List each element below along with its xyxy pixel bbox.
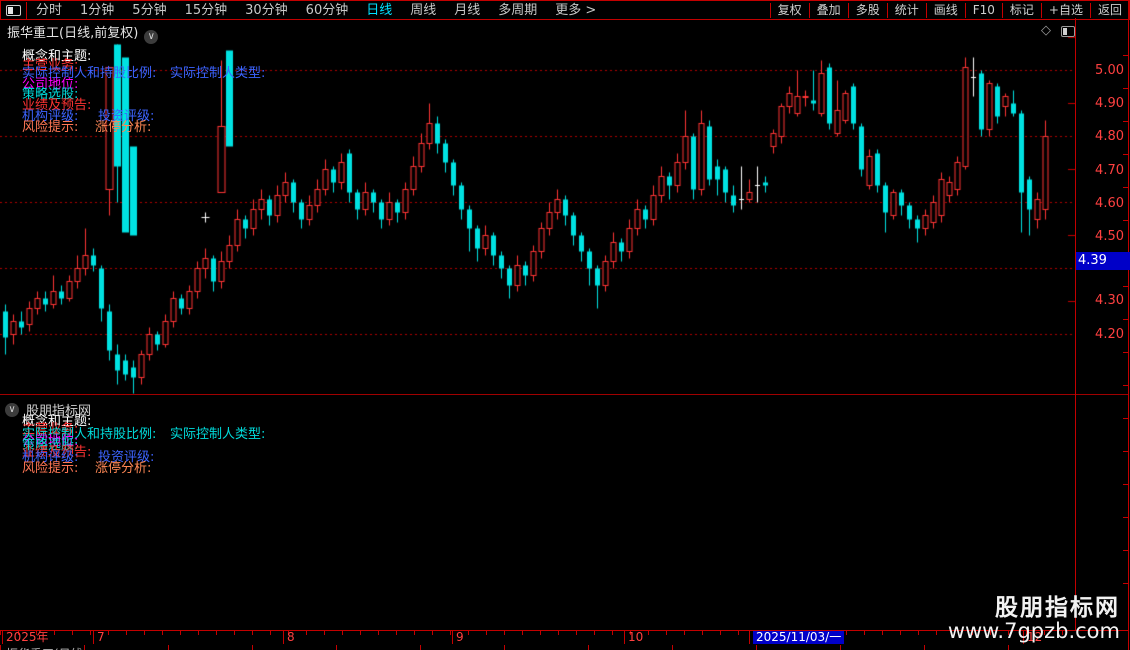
indicator-label: 公司地位: (22, 434, 79, 449)
price-label-4.50: 4.50 (1095, 229, 1124, 244)
price-axis-line (1075, 18, 1076, 630)
price-label-4.80: 4.80 (1095, 129, 1124, 144)
chart-title: 振华重工(日线,前复权) ∨ (7, 22, 159, 44)
site-watermark: 股朋指标网 www.7gpzb.com (948, 596, 1120, 642)
toolbar-button-叠加[interactable]: 叠加 (808, 2, 848, 18)
toolbar-divider (26, 1, 27, 19)
period-tab-日线[interactable]: 日线 (366, 2, 393, 18)
toolbar-button-+自选[interactable]: +自选 (1040, 2, 1090, 18)
price-label-4.30: 4.30 (1095, 293, 1124, 308)
date-axis-major-tick (624, 631, 625, 644)
indicator-label: 业绩及预告: (22, 98, 92, 113)
indicator-label: 策略选股: (22, 438, 79, 453)
date-label-12: 12 (1027, 630, 1043, 644)
window-right-border (1128, 0, 1129, 650)
date-label-2025年: 2025年 (6, 630, 49, 644)
period-tab-15分钟[interactable]: 15分钟 (184, 2, 228, 18)
period-tabs: 分时 1分钟 5分钟 15分钟 30分钟 60分钟 日线 周线 月线 多周期 更多 > (27, 2, 605, 19)
toolbar-button-多股[interactable]: 多股 (847, 2, 887, 18)
period-tab-周线[interactable]: 周线 (410, 2, 437, 18)
date-label-8: 8 (287, 630, 295, 644)
indicator-label: 风险提示: (22, 120, 79, 135)
toolbar-button-标记[interactable]: 标记 (1001, 2, 1041, 18)
sub-panel-header: ∨ 股朋指标网 (5, 400, 91, 419)
watermark-url: www.7gpzb.com (947, 619, 1120, 643)
indicator-label: 机构评级: (22, 109, 79, 124)
indicator-label: 策略选股: (22, 87, 79, 102)
main-chart-panel: 振华重工(日线,前复权) ∨ ◇ (0, 18, 1130, 395)
date-axis: 2025年 7 8 9 10 2025/11/03/一 12 (0, 630, 1128, 646)
candlestick-chart[interactable] (0, 18, 1075, 394)
period-tab-5分钟[interactable]: 5分钟 (132, 2, 167, 18)
date-axis-major-tick (283, 631, 284, 644)
indicator-label: 风险提示: (22, 461, 79, 476)
chart-title-text: 振华重工(日线,前复权) (7, 26, 139, 41)
indicator-label: 涨停分析: (95, 120, 152, 135)
indicator-label: 实际控制人和持股比例: (22, 427, 157, 442)
split-pane-icon[interactable] (1061, 26, 1075, 37)
indicator-label: 概念和主题: (22, 414, 92, 429)
chevron-down-circle-icon[interactable]: ∨ (144, 30, 159, 44)
indicator-label: 业绩及预告: (22, 445, 92, 460)
toolbar-button-复权[interactable]: 复权 (769, 2, 809, 18)
price-label-4.90: 4.90 (1095, 96, 1124, 111)
panel-separator[interactable] (0, 394, 1128, 395)
cutoff-row-text: 振华重工(日线 (6, 645, 83, 650)
date-label-10: 10 (628, 630, 644, 644)
date-label-9: 9 (456, 630, 464, 644)
sub-indicator-panel: ∨ 股朋指标网 (0, 395, 1130, 630)
indicator-label: 机构评级: (22, 450, 79, 465)
right-border-ticks (1123, 55, 1128, 615)
indicator-label: 涨停分析: (95, 461, 152, 476)
toolbar-button-画线[interactable]: 画线 (925, 2, 965, 18)
indicator-label: 投资评级: (98, 109, 155, 124)
watermark-site-name: 股朋指标网 (995, 595, 1120, 621)
selected-date-badge: 2025/11/03/一 (753, 631, 845, 644)
window-split-icon[interactable] (6, 4, 21, 16)
diamond-icon[interactable]: ◇ (1041, 23, 1051, 38)
last-price-badge: 4.39 (1076, 252, 1130, 270)
price-label-4.70: 4.70 (1095, 163, 1124, 178)
period-tab-30分钟[interactable]: 30分钟 (245, 2, 288, 18)
period-tab-更多 >[interactable]: 更多 > (555, 2, 597, 18)
date-axis-major-tick (2, 631, 3, 644)
toolbar-right-buttons: 复权 叠加 多股 统计 画线 F10 标记 +自选 返回 (769, 2, 1129, 19)
chevron-down-circle-icon[interactable]: ∨ (5, 402, 19, 417)
period-tab-1分钟[interactable]: 1分钟 (80, 2, 115, 18)
period-tab-分时[interactable]: 分时 (36, 2, 63, 18)
indicator-label: 实际控制人和持股比例: (22, 66, 157, 81)
period-tab-60分钟[interactable]: 60分钟 (305, 2, 349, 18)
toolbar-button-统计[interactable]: 统计 (886, 2, 926, 18)
sub-panel-title: 股朋指标网 (26, 404, 92, 419)
toolbar-button-F10[interactable]: F10 (964, 2, 1002, 18)
date-axis-major-tick (452, 631, 453, 644)
indicator-label: 概念和主题: (22, 49, 92, 64)
period-tab-月线[interactable]: 月线 (454, 2, 481, 18)
date-axis-minor-ticks (0, 631, 1075, 635)
cutoff-row-ticks (0, 645, 1075, 650)
toolbar-button-返回[interactable]: 返回 (1089, 2, 1129, 18)
top-toolbar: 分时 1分钟 5分钟 15分钟 30分钟 60分钟 日线 周线 月线 多周期 更多 > 复权 叠加 多股… (0, 0, 1130, 20)
period-tab-多周期[interactable]: 多周期 (498, 2, 538, 18)
price-label-4.20: 4.20 (1095, 327, 1124, 342)
date-axis-major-tick (93, 631, 94, 644)
indicator-label: 主营业务: (22, 422, 79, 437)
indicator-label: 公司地位: (22, 77, 79, 92)
date-axis-major-tick (1023, 631, 1024, 644)
indicator-label: 投资评级: (98, 450, 155, 465)
indicator-label: 主营业务: (22, 58, 79, 73)
cutoff-status-row: 振华重工(日线 (0, 645, 1128, 650)
price-label-4.60: 4.60 (1095, 196, 1124, 211)
price-label-5.00: 5.00 (1095, 63, 1124, 78)
date-axis-major-tick (749, 631, 750, 644)
indicator-label: 实际控制人类型: (170, 427, 266, 442)
indicator-label: 实际控制人类型: (170, 66, 266, 81)
date-label-7: 7 (97, 630, 105, 644)
